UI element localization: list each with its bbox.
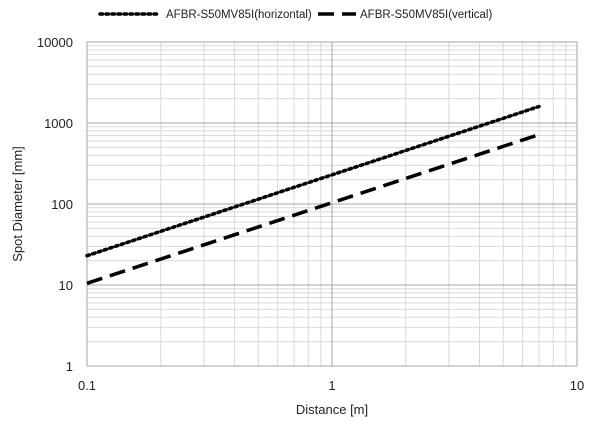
x-tick-label: 1 [328, 378, 335, 393]
y-tick-label: 10 [59, 278, 73, 293]
legend-label-horizontal: AFBR-S50MV85I(horizontal) [166, 9, 312, 21]
x-tick-label: 10 [570, 378, 584, 393]
legend: AFBR-S50MV85I(horizontal) AFBR-S50MV85I(… [98, 9, 492, 21]
series-line-vertical [86, 132, 540, 285]
x-tick-labels: 0.1 1 10 [78, 378, 584, 393]
y-axis-label: Spot Diameter [mm] [10, 146, 25, 262]
legend-label-vertical: AFBR-S50MV85I(vertical) [360, 9, 492, 21]
series-layer [85, 104, 541, 285]
x-axis-label: Distance [m] [296, 402, 368, 417]
y-tick-labels: 1 10 100 1000 10000 [37, 35, 73, 374]
y-tick-label: 1 [66, 359, 73, 374]
y-tick-label: 10000 [37, 35, 73, 50]
y-tick-label: 100 [51, 197, 73, 212]
x-tick-label: 0.1 [78, 378, 96, 393]
series-line-horizontal [85, 104, 541, 258]
plot-area-frame [86, 41, 578, 367]
y-tick-label: 1000 [44, 116, 73, 131]
